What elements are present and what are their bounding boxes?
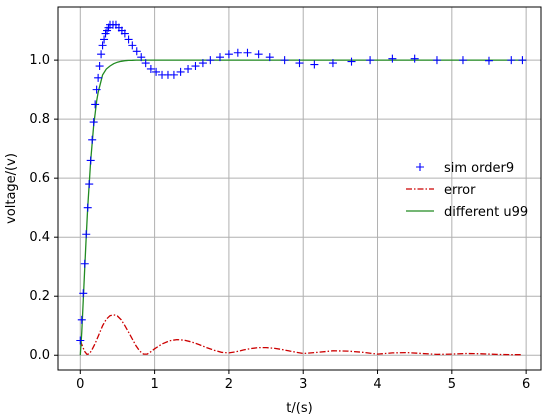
sim-point: [254, 50, 263, 59]
sim-point: [89, 118, 98, 127]
sim-point: [94, 73, 103, 82]
sim-point: [97, 50, 106, 59]
y-tick-label: 1.0: [29, 53, 50, 68]
sim-point: [141, 59, 150, 68]
sim-point: [265, 53, 274, 62]
sim-point: [224, 50, 233, 59]
sim-point: [184, 64, 193, 73]
sim-point: [77, 315, 86, 324]
y-tick-label: 0.6: [29, 171, 50, 186]
sim-point: [92, 85, 101, 94]
sim-point: [176, 67, 185, 76]
sim-point: [79, 289, 88, 298]
series-sim-order9: [76, 20, 527, 345]
sim-point: [191, 62, 200, 71]
sim-point: [80, 259, 89, 268]
x-axis-label: t/(s): [286, 401, 312, 416]
sim-point: [95, 62, 104, 71]
sim-point: [76, 336, 85, 345]
sim-point: [507, 56, 516, 65]
series-layer: [76, 20, 527, 356]
sim-point: [518, 56, 527, 65]
sim-point: [215, 53, 224, 62]
sim-point: [206, 56, 215, 65]
x-tick-label: 6: [522, 377, 530, 392]
series-u99-line: [79, 59, 527, 356]
sim-point: [484, 56, 493, 65]
axes-frame: [57, 6, 542, 371]
sim-point: [83, 203, 92, 212]
sim-point: [432, 56, 441, 65]
sim-point: [243, 48, 252, 57]
x-tick-label: 1: [150, 377, 158, 392]
sim-point: [198, 59, 207, 68]
sim-point: [310, 60, 319, 69]
sim-point: [152, 67, 161, 76]
y-tick-label: 0.2: [29, 289, 50, 304]
legend-label: sim order9: [444, 161, 514, 176]
sim-point: [233, 48, 242, 57]
sim-point: [86, 156, 95, 165]
sim-point: [328, 59, 337, 68]
legend-label: error: [444, 183, 476, 198]
sim-point: [100, 35, 109, 44]
x-tick-label: 4: [373, 377, 381, 392]
sim-point: [128, 41, 137, 50]
sim-point: [91, 100, 100, 109]
sim-point: [124, 35, 133, 44]
sim-point: [132, 47, 141, 56]
legend: sim order9 error different u99: [406, 161, 528, 220]
x-tick-label: 0: [76, 377, 84, 392]
sim-point: [280, 56, 289, 65]
sim-point: [410, 54, 419, 63]
legend-marker-sim: [416, 163, 424, 171]
sim-point: [366, 56, 375, 65]
y-tick-label: 0.0: [29, 348, 50, 363]
sim-point: [85, 180, 94, 189]
y-tick-label: 0.8: [29, 112, 50, 127]
sim-point: [82, 230, 91, 239]
y-tick-label: 0.4: [29, 230, 50, 245]
x-tick-label: 2: [225, 377, 233, 392]
sim-point: [98, 41, 107, 50]
sim-point: [388, 54, 397, 63]
sim-point: [458, 56, 467, 65]
sim-point: [169, 70, 178, 79]
legend-label: different u99: [444, 205, 528, 220]
sim-point: [295, 59, 304, 68]
series-error-line: [79, 314, 523, 356]
sim-point: [137, 53, 146, 62]
y-axis-label: voltage/(v): [4, 153, 19, 224]
sim-point: [120, 29, 129, 38]
x-tick-label: 3: [299, 377, 307, 392]
x-tick-label: 5: [448, 377, 456, 392]
sim-point: [347, 57, 356, 66]
ticks: 0 1 2 3 4 5 6 0.0 0.2 0.4 0.6 0.8 1.0: [29, 53, 530, 392]
sim-point: [146, 64, 155, 73]
sim-point: [88, 135, 97, 144]
